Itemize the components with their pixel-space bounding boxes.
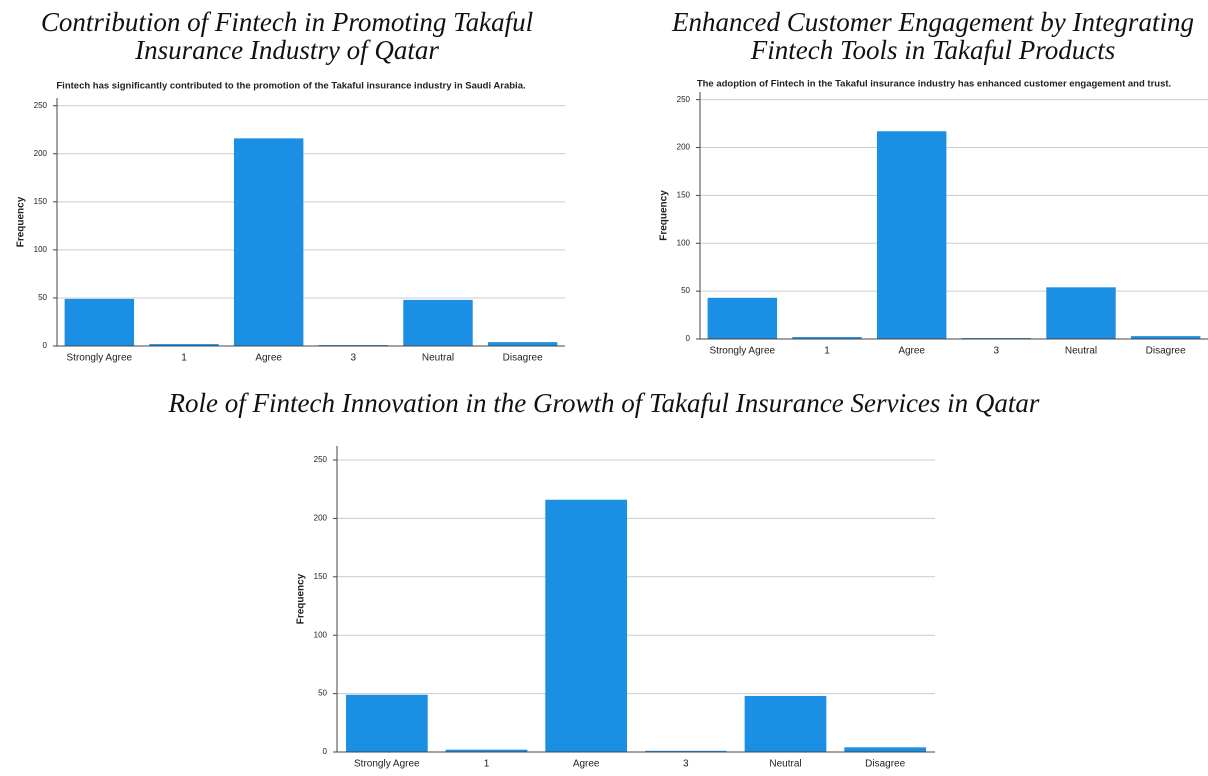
y-axis-label: Frequency [296, 573, 307, 624]
bar [1130, 336, 1201, 339]
bar [545, 499, 628, 752]
y-tick-label: 200 [677, 143, 691, 152]
y-tick-label: 50 [38, 293, 47, 302]
y-tick-label: 100 [677, 238, 691, 247]
y-tick-label: 200 [314, 514, 328, 523]
bar [844, 747, 927, 752]
x-tick-label: 3 [351, 353, 357, 364]
x-tick-label: 1 [824, 346, 830, 357]
bar [445, 749, 528, 752]
bar [345, 694, 428, 752]
y-tick-label: 250 [34, 101, 48, 110]
y-tick-label: 150 [34, 197, 48, 206]
bar [1046, 287, 1116, 339]
bar [487, 342, 558, 346]
y-tick-label: 100 [34, 245, 48, 254]
y-tick-label: 0 [43, 341, 48, 350]
chart-heading: Contribution of Fintech in Promoting Tak… [40, 7, 534, 65]
x-tick-label: Neutral [422, 353, 454, 364]
bar [64, 298, 135, 346]
x-tick-label: 1 [484, 759, 490, 770]
bar [707, 297, 778, 339]
y-tick-label: 250 [314, 455, 328, 464]
chart-heading: Enhanced Customer Engagement by Integrat… [672, 7, 1194, 65]
x-tick-label: Neutral [769, 759, 801, 770]
chart-title: Fintech has significantly contributed to… [56, 81, 525, 92]
chart-heading: Role of Fintech Innovation in the Growth… [168, 388, 1040, 418]
y-axis-label: Frequency [16, 196, 27, 247]
x-tick-label: 3 [994, 346, 1000, 357]
chart-title: The adoption of Fintech in the Takaful i… [697, 79, 1171, 90]
x-tick-label: Agree [573, 759, 600, 770]
bar [876, 131, 947, 339]
x-tick-label: Disagree [865, 759, 905, 770]
x-tick-label: Agree [255, 353, 282, 364]
x-tick-label: Neutral [1065, 346, 1097, 357]
x-tick-label: Disagree [503, 353, 543, 364]
bar [744, 695, 827, 752]
y-tick-label: 100 [314, 630, 328, 639]
y-tick-label: 0 [686, 334, 691, 343]
x-tick-label: Disagree [1146, 346, 1186, 357]
x-tick-label: 1 [181, 353, 187, 364]
bar [403, 299, 473, 346]
y-tick-label: 150 [677, 191, 691, 200]
x-tick-label: 3 [683, 759, 689, 770]
bar [644, 750, 727, 752]
y-tick-label: 200 [34, 149, 48, 158]
y-tick-label: 50 [681, 286, 690, 295]
x-tick-label: Agree [898, 346, 925, 357]
y-tick-label: 0 [323, 747, 328, 756]
y-axis-label: Frequency [659, 190, 670, 241]
x-tick-label: Strongly Agree [354, 759, 420, 770]
bar [149, 344, 219, 346]
x-tick-label: Strongly Agree [67, 353, 133, 364]
bar [233, 138, 304, 346]
bar [792, 337, 862, 339]
y-tick-label: 50 [318, 689, 327, 698]
y-tick-label: 150 [314, 572, 328, 581]
x-tick-label: Strongly Agree [710, 346, 776, 357]
y-tick-label: 250 [677, 95, 691, 104]
